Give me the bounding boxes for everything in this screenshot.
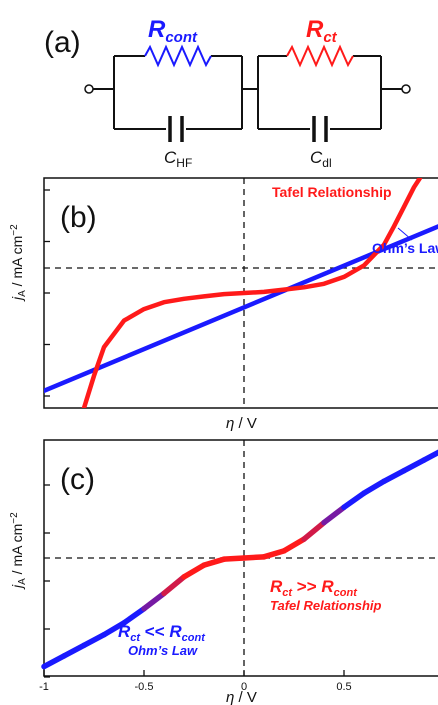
panel-c-curve-segment	[341, 490, 367, 511]
panel-c-annotation-left-line1: Rct << Rcont	[118, 622, 206, 644]
panel-b-legend-tafel: Tafel Relationship	[272, 184, 392, 200]
panel-c-curve-segment	[201, 556, 227, 568]
panel-b-x-axis-label: η / V	[226, 415, 257, 432]
label-r-cont: Rcont	[148, 16, 198, 46]
panel-c-curve-segment	[321, 504, 347, 526]
panel-c-curve-segment	[81, 631, 107, 649]
resistor-r-ct	[286, 44, 354, 68]
panel-c-curve-segment	[101, 620, 127, 638]
panel-c-y-ticks	[44, 484, 50, 678]
panel-b-chart: (b) Tafel Relationship Ohm’s Law jA / mA…	[9, 177, 438, 432]
panel-c-curve-segment	[121, 605, 147, 626]
panel-c-curve-segment	[161, 574, 187, 597]
circuit-wires	[93, 55, 402, 130]
capacitor-c-dl	[312, 116, 328, 142]
capacitor-c-hf	[168, 116, 184, 142]
panel-b-tafel-curve	[81, 178, 423, 408]
panel-c-curve-segment	[181, 562, 207, 580]
panel-c-curve-segment	[241, 554, 267, 561]
panel-b-ohm-leader	[397, 227, 413, 241]
panel-c-curve-segment	[401, 457, 427, 474]
panel-c-curve-segment	[301, 519, 327, 542]
panel-c-curve-segment	[361, 478, 387, 496]
left-terminal	[84, 84, 94, 94]
panel-c-x-tick-label: -0.5	[135, 681, 154, 693]
right-terminal	[401, 84, 411, 94]
panel-c-x-tick-label: 0	[241, 681, 247, 693]
panel-b-label: (b)	[60, 201, 97, 234]
label-c-hf: CHF	[164, 148, 192, 170]
panel-c-chart: -1-0.500.51 (c) Rct >> Rcont Tafel Relat…	[9, 439, 438, 705]
panel-c-x-tick-label: -1	[39, 681, 49, 693]
resistor-r-cont	[144, 44, 212, 68]
panel-b-y-ticks	[44, 189, 50, 397]
panel-c-x-tick-label: 0.5	[336, 681, 351, 693]
panel-c-annotation-left-line2: Ohm’s Law	[128, 643, 198, 658]
panel-c-curve-segment	[421, 449, 438, 463]
panel-c-x-ticks: -1-0.500.51	[39, 670, 352, 693]
panel-b-series	[44, 178, 438, 408]
panel-c-annotation-right-line1: Rct >> Rcont	[270, 577, 358, 599]
panel-c-label: (c)	[60, 463, 95, 496]
panel-b-legend-ohm: Ohm’s Law	[372, 240, 438, 256]
panel-c-curve-segment	[381, 467, 407, 485]
panel-c-curve-segment	[261, 548, 287, 560]
panel-c-curve-segment	[221, 555, 247, 562]
panel-c-curve-segment	[141, 590, 167, 612]
panel-c-y-axis-label: jA / mA cm−2	[9, 512, 28, 590]
panel-b-y-axis-label: jA / mA cm−2	[9, 224, 28, 302]
panel-c-series	[41, 449, 438, 670]
label-r-ct: Rct	[306, 16, 338, 46]
label-c-dl: Cdl	[310, 148, 332, 170]
panel-a-label: (a)	[44, 26, 81, 59]
panel-c-curve-segment	[61, 642, 87, 659]
panel-c-x-axis-label: η / V	[226, 689, 257, 705]
equivalent-circuit: (a)	[44, 16, 411, 170]
panel-c-curve-segment	[281, 536, 307, 554]
panel-c-curve-segment	[41, 653, 67, 670]
panel-c-annotation-right-line2: Tafel Relationship	[270, 598, 382, 613]
